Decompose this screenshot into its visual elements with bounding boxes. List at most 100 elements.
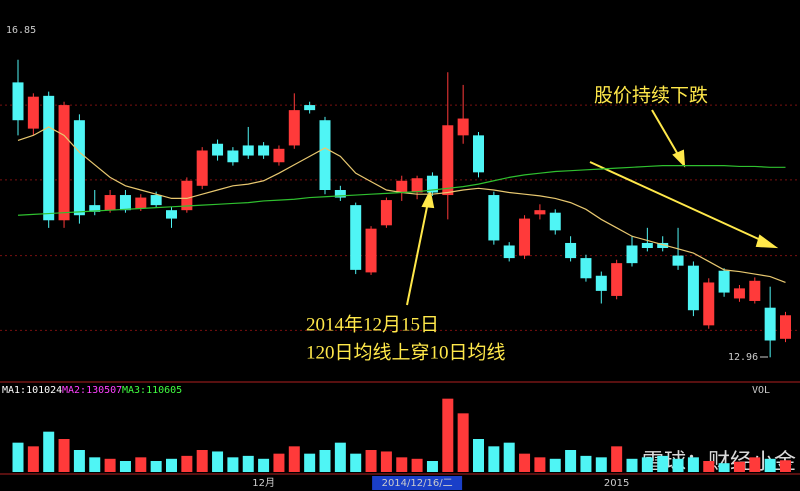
max-label: 16.85: [6, 25, 36, 36]
candle-body: [89, 205, 101, 212]
arrow-head: [421, 188, 435, 209]
candle-body: [426, 175, 438, 193]
moving-average: [17, 126, 786, 284]
volume-bar: [687, 457, 699, 472]
volume-bar: [457, 413, 469, 472]
volume-bar: [181, 455, 193, 472]
volume-bar: [89, 457, 101, 472]
volume-bar: [580, 455, 592, 472]
volume-bar: [58, 439, 70, 472]
candle-body: [611, 263, 623, 296]
arrow-head: [672, 149, 686, 168]
volume-bar: [380, 451, 392, 472]
volume-bar: [150, 461, 162, 472]
candle-body: [58, 105, 70, 221]
candle-body: [503, 245, 515, 259]
candle-body: [672, 255, 684, 266]
candle-body: [718, 270, 730, 293]
candle-body: [196, 150, 208, 186]
moving-average: [17, 165, 786, 216]
volume-bar: [104, 458, 116, 472]
volume-bar: [365, 450, 377, 472]
x-tick-label: 12月: [252, 477, 275, 489]
date-highlight: [372, 476, 463, 490]
candle-body: [764, 307, 776, 341]
volume-bar: [503, 442, 515, 472]
volume-bar: [749, 457, 761, 472]
volume-bar: [119, 461, 131, 472]
candle-body: [227, 150, 239, 163]
arrows: [406, 109, 779, 306]
volume-bar: [334, 442, 346, 472]
arrow-head: [755, 234, 779, 249]
volume-bar: [595, 457, 607, 472]
volume-bar: [411, 458, 423, 472]
volume-bar: [273, 453, 285, 472]
candle-body: [703, 282, 715, 326]
volume-bar: [227, 457, 239, 472]
candle-body: [43, 95, 55, 221]
candle-body: [549, 212, 561, 231]
candle-body: [565, 242, 577, 259]
candle-body: [304, 105, 316, 111]
volume-bar: [641, 457, 653, 472]
volume-ma: MA1:101024: [2, 385, 62, 396]
candle-body: [27, 96, 39, 129]
volume-bar: [703, 461, 715, 472]
candle-body: [73, 120, 85, 216]
volume-bar: [733, 461, 745, 472]
min-label: 12.96: [728, 352, 758, 363]
candle-body: [457, 118, 469, 136]
candle-body: [181, 180, 193, 211]
volume-bar: [304, 453, 316, 472]
volume-bar: [764, 458, 776, 472]
volume-bar: [135, 457, 147, 472]
volume-bar: [27, 446, 39, 472]
annotation: 股价持续下跌: [594, 84, 708, 106]
volume-bar: [242, 455, 254, 472]
volume-bar: [534, 457, 546, 472]
candle-body: [104, 195, 116, 211]
annotation: 2014年12月15日: [306, 313, 439, 335]
candle-body: [733, 288, 745, 299]
candle-body: [135, 197, 147, 209]
volume-bar: [657, 455, 669, 472]
volume-bar: [73, 450, 85, 472]
candle-body: [119, 195, 131, 211]
volume-bar: [350, 453, 362, 472]
candle-body: [350, 205, 362, 270]
candle-body: [12, 82, 24, 121]
candle-body: [166, 210, 177, 219]
volume-bar: [565, 450, 577, 472]
candle-body: [319, 120, 331, 190]
volume-bar: [212, 451, 224, 472]
candle-body: [242, 145, 254, 156]
candle-body: [288, 110, 300, 146]
volume-bar: [258, 458, 270, 472]
candle-body: [595, 275, 607, 291]
candle-body: [519, 218, 531, 256]
candle-body: [780, 315, 791, 339]
candle-body: [534, 210, 546, 215]
candle-body: [411, 178, 423, 193]
candle-body: [150, 195, 162, 206]
candle-body: [258, 145, 270, 156]
candle-body: [580, 258, 592, 279]
volume-bar: [196, 450, 208, 472]
volume-bar: [319, 450, 331, 472]
annotation: 120日均线上穿10日均线: [306, 341, 506, 363]
volume-bar: [626, 458, 638, 472]
volume-label: VOL: [752, 385, 770, 396]
candle-body: [396, 180, 408, 193]
volume-bar: [519, 453, 531, 472]
candle-body: [334, 190, 346, 198]
volume-bar: [442, 398, 454, 472]
volume-bar: [718, 463, 730, 472]
volume-ma: MA2:130507: [62, 385, 122, 396]
candle-body: [641, 242, 653, 249]
candle-body: [273, 148, 285, 163]
arrow: [406, 201, 429, 306]
candle-body: [442, 125, 454, 196]
candle-body: [473, 135, 484, 173]
